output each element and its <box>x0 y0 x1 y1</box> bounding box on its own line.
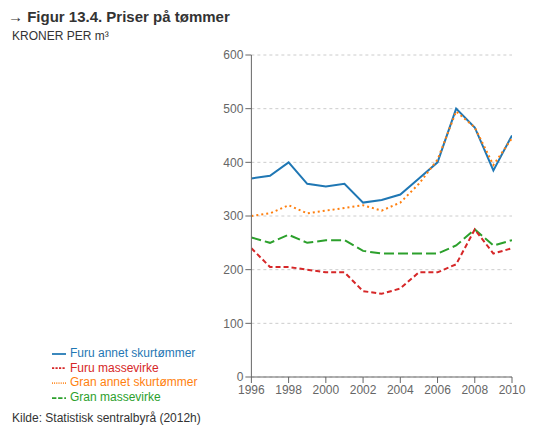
svg-text:100: 100 <box>223 317 243 331</box>
html-text:Gran massevirke: Gran massevirke <box>70 390 161 405</box>
svg-text:0: 0 <box>237 370 244 384</box>
html-text:→ Figur 13.4. Priser på tømmer: → Figur 13.4. Priser på tømmer <box>8 8 230 25</box>
svg-text:300: 300 <box>223 209 243 223</box>
html-text:KRONER PER m³: KRONER PER m³ <box>12 29 109 43</box>
svg-text:2004: 2004 <box>387 383 414 397</box>
svg-text:2010: 2010 <box>499 383 526 397</box>
html-text:Furu annet skurtømmer: Furu annet skurtømmer <box>70 345 196 360</box>
svg-text:400: 400 <box>223 156 243 170</box>
svg-text:2000: 2000 <box>312 383 339 397</box>
svg-text:1996: 1996 <box>238 383 265 397</box>
html-text:Gran annet skurtømmer: Gran annet skurtømmer <box>70 375 198 390</box>
html-text:Furu massevirke: Furu massevirke <box>70 360 159 375</box>
svg-text:500: 500 <box>223 102 243 116</box>
svg-text:1998: 1998 <box>275 383 302 397</box>
svg-text:2002: 2002 <box>350 383 377 397</box>
svg-text:600: 600 <box>223 48 243 62</box>
svg-text:200: 200 <box>223 263 243 277</box>
svg-text:2008: 2008 <box>461 383 488 397</box>
svg-text:2006: 2006 <box>424 383 451 397</box>
html-text:Kilde: Statistisk sentralbyrå: Kilde: Statistisk sentralbyrå (2012h) <box>12 411 201 425</box>
